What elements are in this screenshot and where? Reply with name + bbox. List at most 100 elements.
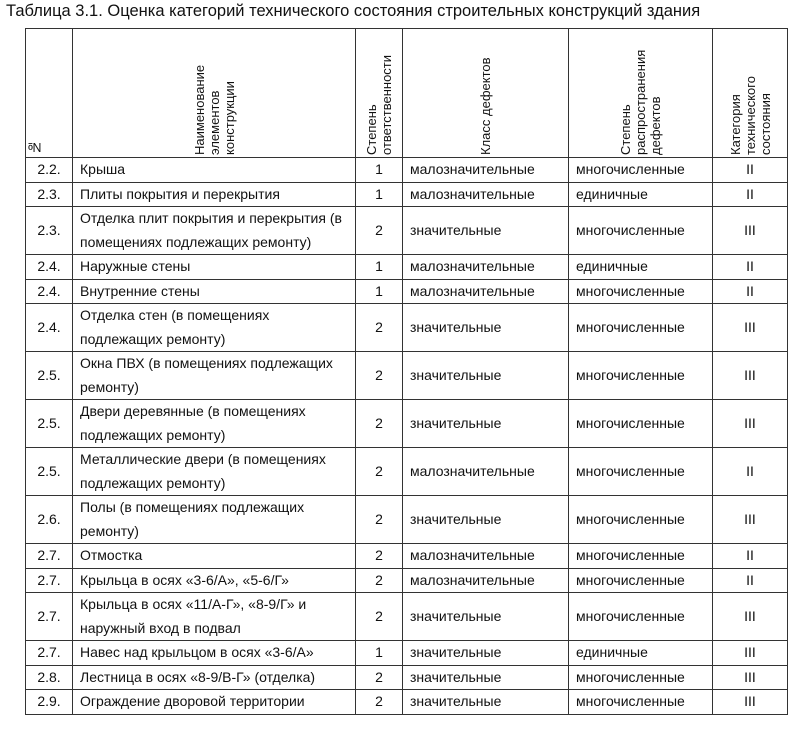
table-cell: многочисленные xyxy=(568,664,713,690)
table-cell: Отделка стен (в помещениях подлежащих ре… xyxy=(72,303,356,352)
table-cell: II xyxy=(712,254,788,280)
table-cell: II xyxy=(712,181,788,207)
table-cell: Окна ПВХ (в помещениях подлежащих ремонт… xyxy=(72,351,356,400)
table-cell: 2 xyxy=(355,206,403,255)
table-cell: многочисленные xyxy=(568,495,713,544)
table-cell: Полы (в помещениях подлежащих ремонту) xyxy=(72,495,356,544)
table-cell: значительные xyxy=(402,592,569,641)
table-cell: многочисленные xyxy=(568,399,713,448)
header-cell: Класс дефектов xyxy=(402,28,569,158)
table-row: 2.7. Отмостка 2 малозначительные многочислен… xyxy=(25,543,788,569)
table-cell: многочисленные xyxy=(568,157,713,183)
table-cell: многочисленные xyxy=(568,351,713,400)
header-text: Наименование элементов конструкции xyxy=(191,64,237,155)
table-cell: II xyxy=(712,543,788,569)
table-cell: 2.4. xyxy=(25,254,73,280)
table-cell: многочисленные xyxy=(568,447,713,496)
table-cell: II xyxy=(712,567,788,593)
table-cell: многочисленные xyxy=(568,689,713,715)
table-cell: многочисленные xyxy=(568,278,713,304)
table-title: Таблица 3.1. Оценка категорий техническо… xyxy=(6,2,701,20)
table-cell: Плиты покрытия и перекрытия xyxy=(72,181,356,207)
table-cell: 2 xyxy=(355,689,403,715)
table-cell: 2.2. xyxy=(25,157,73,183)
table-cell: 1 xyxy=(355,181,403,207)
table-cell: III xyxy=(712,206,788,255)
table-cell: 2 xyxy=(355,567,403,593)
table-cell: 2 xyxy=(355,303,403,352)
table-cell: Внутренние стены xyxy=(72,278,356,304)
table-body: 2.2. Крыша 1 малозначительные многочисленные… xyxy=(25,157,788,715)
table-row: 2.3. Плиты покрытия и перекрытия 1 малознач… xyxy=(25,181,788,207)
table-cell: Крыша xyxy=(72,157,356,183)
table-cell: 2.3. xyxy=(25,206,73,255)
header-text: Степень распространения дефектов xyxy=(618,49,663,155)
table-cell: 2 xyxy=(355,592,403,641)
table-cell: II xyxy=(712,157,788,183)
header-text: Категория технического состояния xyxy=(727,76,773,155)
table-cell: 1 xyxy=(355,640,403,666)
table-cell: единичные xyxy=(568,640,713,666)
table-cell: значительные xyxy=(402,206,569,255)
table-cell: III xyxy=(712,351,788,400)
table-cell: III xyxy=(712,640,788,666)
table-cell: 2 xyxy=(355,447,403,496)
table-row: 2.4. Внутренние стены 1 малозначительные мно… xyxy=(25,278,788,304)
header-cell: Категория технического состояния xyxy=(712,28,788,158)
table-cell: II xyxy=(712,447,788,496)
table-cell: многочисленные xyxy=(568,567,713,593)
table-cell: малозначительные xyxy=(402,181,569,207)
header-text: Класс дефектов xyxy=(478,57,493,155)
header-cell: Степень ответственности xyxy=(355,28,403,158)
table-cell: 2 xyxy=(355,664,403,690)
header-cell: Степень распространения дефектов xyxy=(568,28,713,158)
table-row: 2.5. Металлические двери (в помещениях по… xyxy=(25,447,788,496)
table-row: 2.7. Крыльца в осях «3-6/А», «5-6/Г» 2 мало… xyxy=(25,567,788,593)
table-row: 2.5. Двери деревянные (в помещениях подле… xyxy=(25,399,788,448)
table-header: № Наименование элементов конструкции Степе… xyxy=(25,28,788,158)
table-cell: 2.7. xyxy=(25,543,73,569)
table-cell: Отделка плит покрытия и перекрытия (в по… xyxy=(72,206,356,255)
table-cell: 2.7. xyxy=(25,640,73,666)
table-cell: значительные xyxy=(402,640,569,666)
table-cell: значительные xyxy=(402,664,569,690)
table-cell: 2.5. xyxy=(25,447,73,496)
table-cell: 2.3. xyxy=(25,181,73,207)
table-cell: значительные xyxy=(402,351,569,400)
table-cell: малозначительные xyxy=(402,567,569,593)
table-cell: Лестница в осях «8-9/В-Г» (отделка) xyxy=(72,664,356,690)
table-cell: III xyxy=(712,399,788,448)
table-cell: Металлические двери (в помещениях подлеж… xyxy=(72,447,356,496)
table-cell: 2.7. xyxy=(25,567,73,593)
table-cell: малозначительные xyxy=(402,254,569,280)
table-row: 2.2. Крыша 1 малозначительные многочисленные… xyxy=(25,157,788,183)
table-cell: многочисленные xyxy=(568,206,713,255)
table-row: 2.8. Лестница в осях «8-9/В-Г» (отделка) 2… xyxy=(25,664,788,690)
table-row: 2.9. Ограждение дворовой территории 2 значи… xyxy=(25,689,788,715)
header-text: Степень ответственности xyxy=(364,54,394,155)
table-cell: малозначительные xyxy=(402,278,569,304)
table-cell: 2 xyxy=(355,351,403,400)
table-cell: многочисленные xyxy=(568,592,713,641)
table-cell: 2.4. xyxy=(25,303,73,352)
table-cell: 2.7. xyxy=(25,592,73,641)
table-row: 2.5. Окна ПВХ (в помещениях подлежащих ре… xyxy=(25,351,788,400)
table-cell: многочисленные xyxy=(568,543,713,569)
table-cell: значительные xyxy=(402,495,569,544)
table-row: 2.4. Наружные стены 1 малозначительные едини… xyxy=(25,254,788,280)
table-cell: III xyxy=(712,303,788,352)
table-cell: Крыльца в осях «3-6/А», «5-6/Г» xyxy=(72,567,356,593)
table-cell: 2.5. xyxy=(25,399,73,448)
table-cell: 2.8. xyxy=(25,664,73,690)
table-cell: малозначительные xyxy=(402,157,569,183)
table-cell: Наружные стены xyxy=(72,254,356,280)
table-cell: многочисленные xyxy=(568,303,713,352)
table-cell: Двери деревянные (в помещениях подлежащи… xyxy=(72,399,356,448)
table-cell: 1 xyxy=(355,254,403,280)
table-cell: значительные xyxy=(402,303,569,352)
table-cell: 2.4. xyxy=(25,278,73,304)
table-cell: 2.5. xyxy=(25,351,73,400)
table: № Наименование элементов конструкции Степе… xyxy=(25,28,788,715)
table-cell: 2 xyxy=(355,495,403,544)
